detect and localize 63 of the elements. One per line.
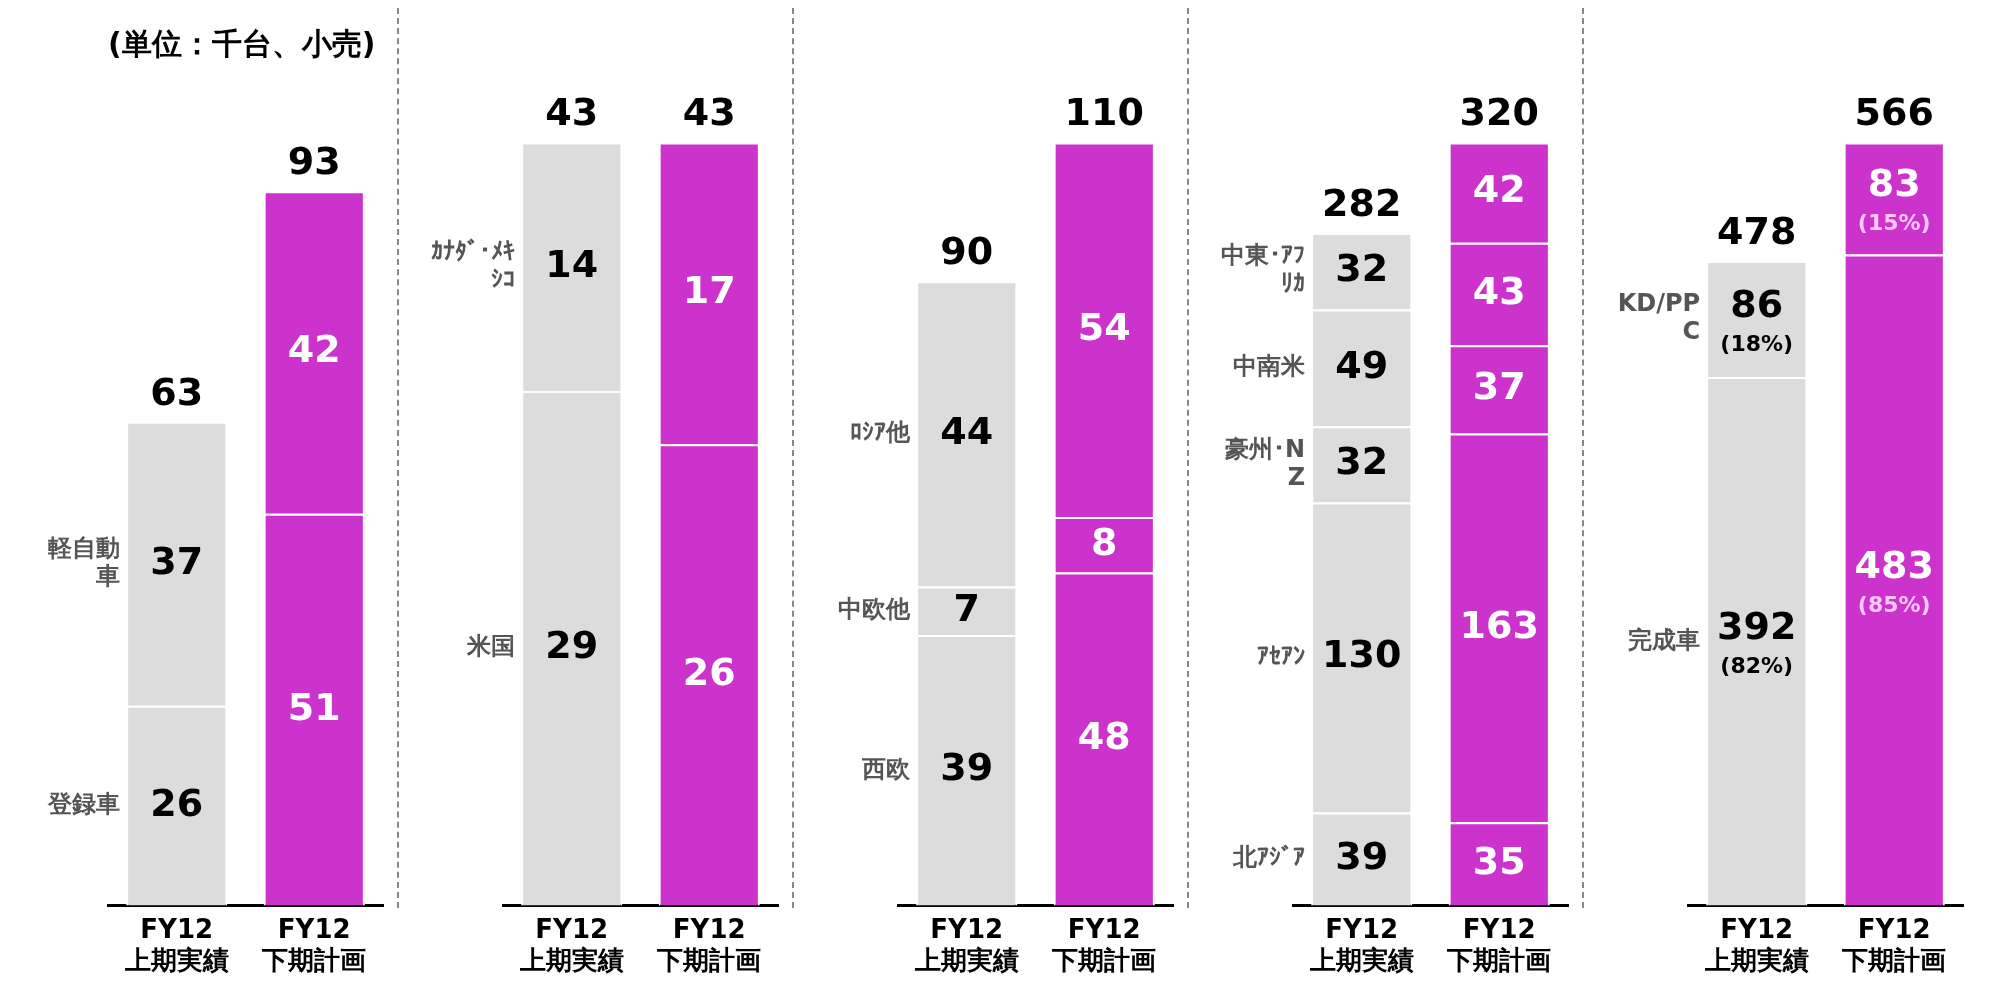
data-label: 51 — [287, 684, 341, 729]
series-label: 米国 — [466, 632, 516, 661]
x-tick-label: FY12 下期計画 — [656, 913, 762, 976]
x-tick-label: FY12 上期実績 — [913, 913, 1019, 976]
data-label: 130 — [1322, 632, 1402, 677]
data-label: 39 — [1335, 833, 1389, 878]
data-label: 54 — [1077, 304, 1131, 349]
series-label: 登録車 — [47, 789, 121, 818]
data-label: 35 — [1472, 838, 1526, 883]
series-label: KD/PPC — [1617, 289, 1701, 346]
data-label: 392 (82%) — [1717, 604, 1797, 679]
data-label: 49 — [1335, 342, 1389, 387]
data-label: 163 — [1459, 602, 1539, 647]
series-label: 中欧他 — [838, 594, 912, 623]
data-label: 48 — [1077, 713, 1131, 758]
total-label: 320 — [1459, 90, 1539, 135]
x-tick-label: FY12 下期計画 — [1051, 913, 1157, 976]
data-label: 29 — [545, 623, 599, 668]
series-label: 中東･ｱﾌﾘｶ — [1221, 241, 1306, 298]
data-label: 26 — [150, 780, 204, 825]
data-label: 8 — [1091, 519, 1118, 564]
total-label: 90 — [940, 229, 994, 274]
series-label: 軽自動車 — [47, 533, 121, 590]
data-label: 42 — [1472, 167, 1526, 212]
data-label: 26 — [682, 649, 736, 694]
series-label: ﾛｼｱ他 — [850, 418, 912, 447]
series-label: 西欧 — [861, 754, 912, 783]
chart-title: (単位：千台、小売) — [108, 25, 376, 61]
series-label: 中南米 — [1233, 352, 1307, 381]
x-tick-label: FY12 上期実績 — [123, 913, 229, 976]
data-label: 32 — [1335, 246, 1389, 291]
x-tick-label: FY12 上期実績 — [518, 913, 624, 976]
series-label: ｶﾅﾀﾞ･ﾒｷｼｺ — [431, 236, 516, 293]
x-tick-label: FY12 下期計画 — [1841, 913, 1947, 976]
data-label: 483 (85%) — [1854, 542, 1934, 617]
data-label: 39 — [940, 745, 994, 790]
data-label: 37 — [150, 538, 204, 583]
total-label: 63 — [150, 369, 204, 414]
series-label: 北ｱｼﾞｱ — [1232, 843, 1306, 872]
data-label: 7 — [953, 585, 980, 630]
total-label: 110 — [1064, 90, 1144, 135]
data-label: 17 — [682, 268, 736, 313]
data-label: 86 (18%) — [1720, 281, 1794, 356]
series-label: ｱｾｱﾝ — [1257, 641, 1306, 670]
data-label: 43 — [1472, 268, 1526, 313]
data-label: 14 — [545, 241, 599, 286]
data-label: 44 — [940, 408, 994, 453]
x-tick-label: FY12 下期計画 — [261, 913, 367, 976]
data-label: 37 — [1472, 364, 1526, 409]
x-tick-label: FY12 下期計画 — [1446, 913, 1552, 976]
total-label: 43 — [682, 90, 736, 135]
total-label: 43 — [545, 90, 599, 135]
total-label: 566 — [1854, 90, 1934, 135]
data-label: 42 — [287, 327, 341, 372]
total-label: 93 — [287, 139, 341, 184]
series-label: 完成車 — [1628, 625, 1701, 654]
data-label: 83 (15%) — [1857, 161, 1931, 236]
x-tick-label: FY12 上期実績 — [1308, 913, 1414, 976]
total-label: 282 — [1322, 180, 1402, 225]
total-label: 478 — [1717, 208, 1797, 253]
series-label: 豪州･NZ — [1225, 434, 1306, 491]
x-tick-label: FY12 上期実績 — [1703, 913, 1809, 976]
data-label: 32 — [1335, 439, 1389, 484]
